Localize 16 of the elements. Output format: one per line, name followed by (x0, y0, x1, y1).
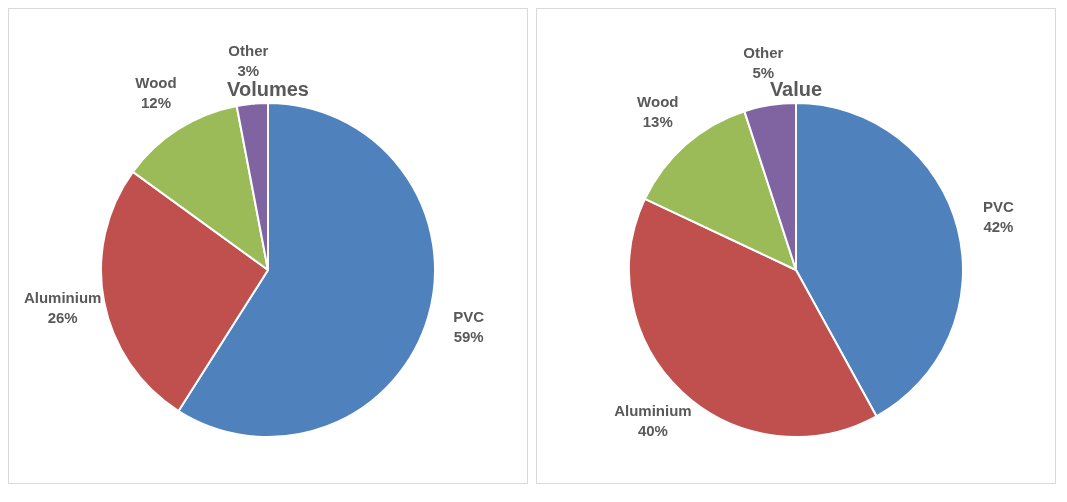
slice-label: Wood (135, 73, 177, 91)
slice-label: Other (743, 43, 784, 61)
data-label: 26% (47, 309, 78, 327)
slice-label: Wood (637, 93, 679, 111)
text: Volumes (227, 77, 309, 100)
data-label: 59% (453, 328, 484, 346)
data-label: 42% (983, 218, 1014, 236)
data-label: 12% (141, 93, 172, 111)
slice-label: PVC (453, 308, 485, 326)
slice-label: Aluminium (23, 289, 102, 307)
data-label: 13% (642, 113, 673, 131)
slice-label: Aluminium (614, 402, 692, 420)
slice-label: Other (228, 42, 269, 60)
data-label: 40% (637, 422, 668, 440)
slice-label: PVC (983, 198, 1015, 216)
data-label: 3% (237, 62, 260, 80)
